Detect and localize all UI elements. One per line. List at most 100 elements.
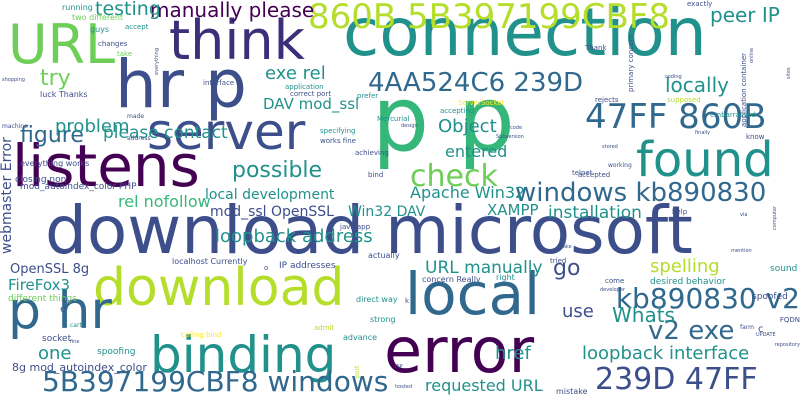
word-mention: mention xyxy=(731,248,752,254)
word-download-microsoft: download microsoft xyxy=(45,192,693,269)
word-openssl-8g: OpenSSL 8g xyxy=(10,262,90,277)
word-download: download xyxy=(93,258,345,318)
word-webmaster-error: webmaster Error xyxy=(0,137,15,254)
word-entered: entered xyxy=(445,142,508,161)
word-url: URL xyxy=(8,13,116,76)
word-code-47ff: 47FF 860B xyxy=(585,97,767,137)
word-sound: sound xyxy=(770,264,798,274)
word-mod-autoindex: 8g mod_autoindex_color xyxy=(12,361,147,374)
word-requested-url: requested URL xyxy=(425,376,543,395)
word-spoofed: spoofed xyxy=(752,292,788,302)
word-ip-addresses: IP addresses xyxy=(279,261,336,271)
word-object: Object xyxy=(438,116,497,137)
word-win32-dav: Win32 DAV xyxy=(348,204,426,220)
word-everything: everything xyxy=(154,48,160,75)
word-subversion: Subversion xyxy=(496,134,524,140)
word-accepted: accepted xyxy=(578,171,611,179)
word-binding: binding xyxy=(150,326,337,384)
word-figure: figure xyxy=(20,123,84,148)
word-calling-bind: calling bind xyxy=(181,331,222,339)
word-right: right xyxy=(496,273,515,282)
word-hosted: hosted xyxy=(395,384,413,390)
word-update: UPDATE xyxy=(756,332,776,338)
word-admit: admit xyxy=(314,324,335,332)
word-o: o xyxy=(264,264,269,272)
word-isp: ISP xyxy=(395,364,403,370)
word-application: application xyxy=(285,83,324,91)
word-supposed: supposed xyxy=(667,96,701,104)
word-local: local xyxy=(405,260,541,328)
word-luck-thanks: luck Thanks xyxy=(40,90,88,99)
word-server: server xyxy=(147,103,306,161)
word-connection: connection xyxy=(343,0,707,71)
word-embarrassed: embarrassed xyxy=(710,111,756,119)
word-fine: fine xyxy=(70,339,80,345)
word-take: take xyxy=(117,50,133,58)
word-sites: sites xyxy=(786,67,792,79)
word-found: found xyxy=(636,132,774,188)
word-accept: accept xyxy=(125,23,149,31)
word-windows-kb: windows kb890830 xyxy=(515,178,767,208)
word-problem: problem xyxy=(55,116,130,137)
word-url-manually: URL manually xyxy=(425,258,543,278)
word-come: come xyxy=(605,277,625,285)
word-p-p: p p xyxy=(372,67,515,172)
word-actually: actually xyxy=(368,251,400,260)
word-application-container: application container xyxy=(740,52,748,127)
word-installation: installation xyxy=(548,203,642,223)
word-loopback-address: loopback address xyxy=(215,226,373,247)
word-local-development: local development xyxy=(205,187,335,203)
word-start: start xyxy=(62,299,74,305)
word-use: use xyxy=(562,301,594,322)
word-apache-win32: Apache Win32 xyxy=(410,183,526,202)
word-machine: machine xyxy=(2,123,28,130)
word-guys: guys xyxy=(90,25,110,34)
word-stored: stored xyxy=(602,144,618,150)
word-mod-autoindex-php: mod_autoindex_color PHP xyxy=(20,182,137,192)
word-developer: developer xyxy=(600,287,626,293)
word-mistake: mistake xyxy=(556,387,588,396)
word-exactly: exactly xyxy=(687,0,713,8)
word-kb-v2: kb890830 v2 xyxy=(615,282,800,315)
word-online: online xyxy=(749,47,755,63)
word-code-239d: 239D 47FF xyxy=(595,362,758,397)
word-running: running xyxy=(62,3,93,12)
word-rel-nofollow: rel nofollow xyxy=(118,192,211,211)
word-desired-behavior: desired behavior xyxy=(650,277,726,287)
word-closing-non: closing non xyxy=(15,175,67,185)
word-v2-exe: v2 exe xyxy=(648,316,735,346)
word-p-hr: p hr xyxy=(8,281,112,341)
word-localhost-currently: localhost Currently xyxy=(172,257,248,266)
word-please-contact: please contact xyxy=(103,123,228,143)
word-href: href xyxy=(495,343,531,364)
word-tried: tried xyxy=(550,257,567,265)
word-working: working xyxy=(608,162,632,169)
word-help: help xyxy=(672,208,688,216)
word-design: design xyxy=(401,123,418,129)
word-serversocket: ServerSocket xyxy=(458,99,505,107)
word-interface: interface xyxy=(203,79,235,87)
word-works-fine: works fine xyxy=(320,137,356,145)
word-advance: advance xyxy=(343,333,378,342)
word-shopping: shopping xyxy=(2,77,25,83)
word-made: made xyxy=(127,113,145,120)
word-make: make xyxy=(558,244,572,250)
word-cart: cart xyxy=(70,322,82,329)
word-code-5b3: 5B397199CBF8 windows xyxy=(42,365,389,398)
word-achieving: achieving xyxy=(355,149,389,157)
word-thank: Thank xyxy=(585,44,607,52)
word-think: think xyxy=(169,9,305,72)
word-repository: repository xyxy=(774,342,800,348)
word-listens: listens xyxy=(12,132,200,200)
word-rejects: rejects xyxy=(595,96,619,104)
word-know: know xyxy=(746,133,765,141)
word-k: k xyxy=(405,297,410,305)
word-prefer: prefer xyxy=(357,92,379,100)
word-whats: Whats xyxy=(612,303,675,327)
word-locally: locally xyxy=(665,73,729,97)
word-computer: computer xyxy=(772,205,778,230)
word-primary-concern: primary concern xyxy=(627,34,635,92)
word-finally: finally xyxy=(695,130,711,136)
word-try: try xyxy=(40,66,71,91)
